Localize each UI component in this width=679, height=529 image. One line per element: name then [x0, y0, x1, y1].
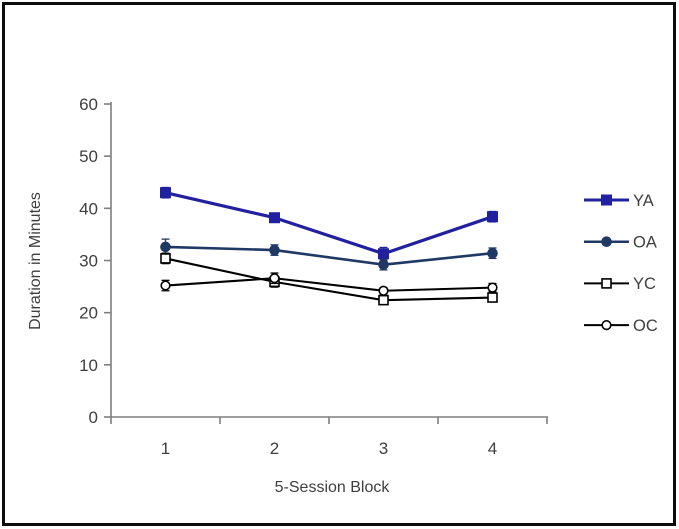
- legend-label-oc: OC: [633, 317, 658, 335]
- y-tick-label: 20: [79, 304, 98, 323]
- x-axis-title: 5-Session Block: [275, 479, 391, 496]
- legend-marker-oc: [601, 320, 612, 331]
- oa-circle-marker: [378, 259, 389, 270]
- ya-square-marker: [269, 212, 280, 224]
- legend-label-ya: YA: [633, 192, 654, 210]
- yc-square-marker: [487, 292, 498, 303]
- oa-circle-marker: [160, 241, 171, 253]
- y-tick-label: 40: [79, 199, 98, 218]
- y-axis-title: Duration in Minutes: [27, 192, 44, 330]
- oa-circle-marker: [269, 244, 280, 256]
- legend-marker-yc: [601, 278, 612, 289]
- ya-square-marker: [160, 187, 171, 199]
- series-line-yc: [164, 257, 494, 302]
- oc-circle-marker: [378, 285, 389, 296]
- yc-square-marker: [378, 294, 389, 306]
- y-tick-label: 0: [89, 408, 98, 427]
- y-tick-label: 50: [79, 147, 98, 166]
- legend-marker-ya: [601, 194, 612, 206]
- oc-circle-marker: [269, 273, 280, 284]
- y-tick-label: 10: [79, 356, 98, 375]
- oc-circle-marker: [160, 280, 171, 291]
- y-tick-label: 30: [79, 251, 98, 270]
- series-line-ya: [163, 191, 495, 256]
- legend-label-yc: YC: [633, 275, 656, 293]
- y-tick-label: 60: [79, 95, 98, 114]
- ya-square-marker: [487, 211, 498, 223]
- x-tick-label: 1: [161, 439, 170, 458]
- yc-square-marker: [160, 253, 171, 264]
- series-line-oa: [164, 245, 494, 266]
- x-tick-label: 4: [488, 439, 497, 458]
- ya-square-marker: [378, 248, 389, 260]
- legend-marker-oa: [601, 236, 612, 247]
- x-tick-label: 3: [379, 439, 388, 458]
- x-tick-label: 2: [270, 439, 279, 458]
- oc-circle-marker: [487, 282, 498, 293]
- legend-label-oa: OA: [633, 233, 657, 251]
- series-line-oc: [164, 277, 494, 292]
- oa-circle-marker: [487, 247, 498, 259]
